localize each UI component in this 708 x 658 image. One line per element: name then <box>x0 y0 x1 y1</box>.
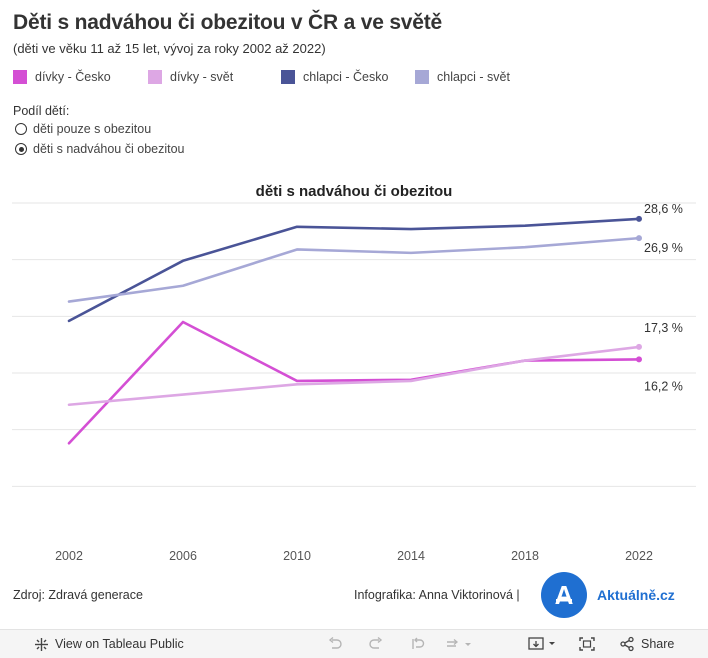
legend-swatch <box>281 70 295 84</box>
legend-item-chlapci-svet[interactable]: chlapci - svět <box>415 68 510 86</box>
chart-title: děti s nadváhou či obezitou <box>255 183 453 200</box>
page-title: Děti s nadváhou či obezitou v ČR a ve sv… <box>13 11 443 34</box>
radio-label: děti s nadváhou či obezitou <box>33 142 185 156</box>
line-chart: 2002 2006 2010 2014 2018 2022 16,2 % 17,3 % 28,6… <box>12 202 696 563</box>
radio-label: děti pouze s obezitou <box>33 122 152 136</box>
x-tick-label: 2010 <box>283 549 311 563</box>
logo-text[interactable]: Aktuálně.cz <box>597 587 675 603</box>
series-end-label: 26,9 % <box>644 241 683 255</box>
undo-icon[interactable] <box>327 630 343 658</box>
redo-icon[interactable] <box>368 630 384 658</box>
series-line <box>67 320 641 445</box>
logo-letter-icon: A <box>555 580 574 610</box>
series-end-marker <box>636 356 642 363</box>
legend-item-chlapci-cesko[interactable]: chlapci - Česko <box>281 68 388 86</box>
fullscreen-icon[interactable] <box>578 630 596 658</box>
credit-note: Infografika: Anna Viktorinová | <box>354 588 520 602</box>
series-end-marker <box>636 343 642 350</box>
series-line <box>67 345 641 407</box>
x-tick-label: 2014 <box>397 549 425 563</box>
radio-icon[interactable] <box>15 123 27 135</box>
x-tick-label: 2022 <box>625 549 653 563</box>
legend-label: chlapci - svět <box>437 70 510 84</box>
x-tick-label: 2002 <box>55 549 83 563</box>
radio-obezita[interactable]: děti pouze s obezitou <box>15 122 151 136</box>
share-label: Share <box>641 637 675 651</box>
svg-text:A: A <box>555 580 574 610</box>
refresh-icon[interactable] <box>444 630 472 658</box>
legend-item-divky-svet[interactable]: dívky - svět <box>148 68 233 86</box>
share-button[interactable]: Share <box>619 630 674 658</box>
download-icon[interactable] <box>527 630 559 658</box>
legend-label: chlapci - Česko <box>303 70 389 84</box>
legend-item-divky-cesko[interactable]: dívky - Česko <box>13 68 111 86</box>
legend-label: dívky - svět <box>170 70 234 84</box>
legend-swatch <box>148 70 162 84</box>
series-end-marker <box>636 235 642 242</box>
series-end-label: 28,6 % <box>644 202 683 216</box>
series-line <box>67 217 641 323</box>
legend-swatch <box>415 70 429 84</box>
x-tick-label: 2006 <box>169 549 197 563</box>
revert-icon[interactable] <box>409 630 425 658</box>
view-on-tableau-button[interactable]: View on Tableau Public <box>34 630 184 658</box>
radio-selected-icon[interactable] <box>15 143 27 155</box>
filter-label: Podíl dětí: <box>13 104 70 118</box>
series-line <box>67 236 641 303</box>
source-note: Zdroj: Zdravá generace <box>13 588 143 602</box>
legend-swatch <box>13 70 27 84</box>
x-tick-label: 2018 <box>511 549 539 563</box>
series-end-marker <box>636 215 642 222</box>
radio-nadvaha-obezita[interactable]: děti s nadváhou či obezitou <box>15 142 185 156</box>
view-on-tableau-label: View on Tableau Public <box>55 637 184 651</box>
share-icon <box>619 636 635 652</box>
legend-label: dívky - Česko <box>35 70 111 84</box>
page-subtitle: (děti ve věku 11 až 15 let, vývoj za rok… <box>13 41 326 56</box>
tableau-toolbar: View on Tableau Public Share <box>0 629 708 658</box>
series-end-label: 16,2 % <box>644 379 683 393</box>
aktualne-logo-icon[interactable]: A <box>541 572 587 618</box>
tableau-logo-icon <box>34 637 49 652</box>
series-end-label: 17,3 % <box>644 321 683 335</box>
